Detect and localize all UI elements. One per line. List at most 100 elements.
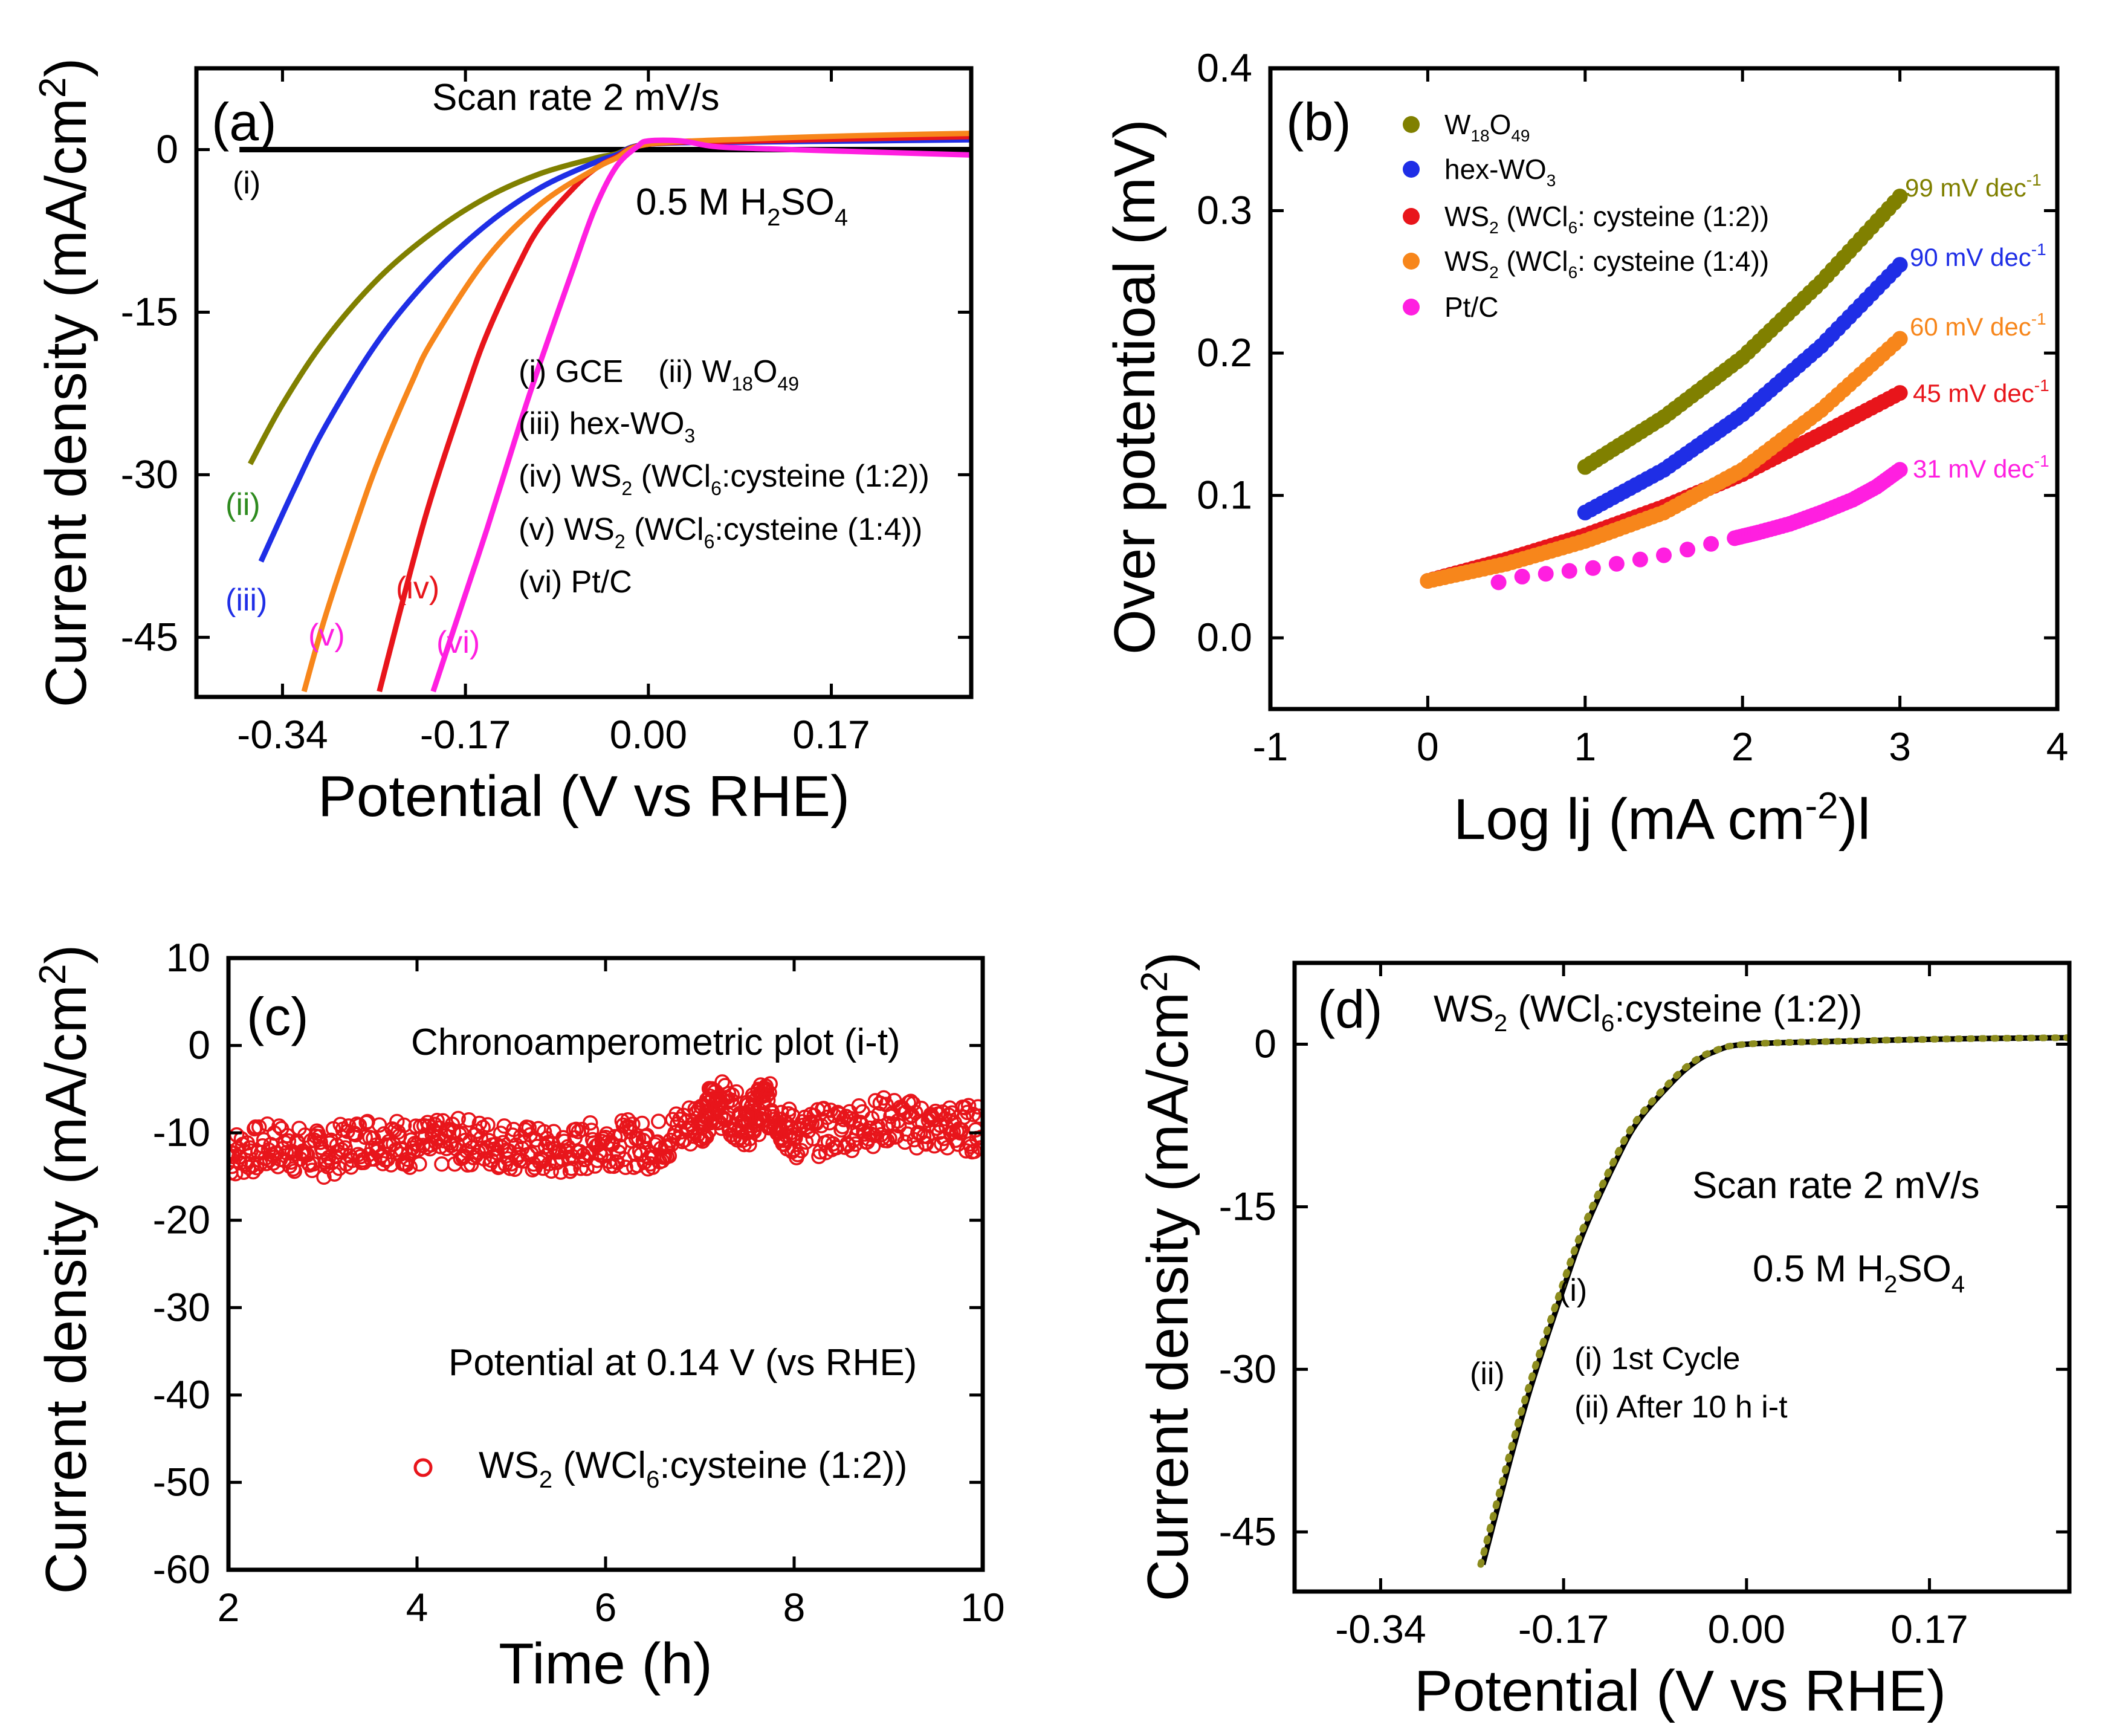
panel-b-ylabel: Over potentioal (mV) [1102, 119, 1167, 655]
series-b-5 [1490, 462, 1908, 591]
data-point [1585, 560, 1601, 576]
data-point [816, 1101, 832, 1116]
data-point [554, 1151, 570, 1167]
data-point [505, 1127, 520, 1143]
data-point [909, 1140, 925, 1156]
data-point [1514, 568, 1530, 585]
x-tick-label: 0.17 [1890, 1607, 1968, 1651]
panel-b-letter: (b) [1286, 92, 1351, 152]
panel-d-ylabel: Current density (mA/cm2) [1134, 952, 1200, 1602]
legend-c-label: WS2 (WCl6:cysteine (1:2)) [479, 1445, 907, 1493]
y-tick-label: -15 [121, 289, 178, 334]
legend-a-line-4: (v) WS2 (WCl6:cysteine (1:4)) [519, 512, 922, 552]
y-tick-label: 0.1 [1197, 473, 1252, 517]
legend-a-line-1: (i) GCE (ii) W18O49 [519, 354, 799, 395]
data-point [450, 1110, 466, 1127]
y-tick-label: -30 [153, 1284, 210, 1329]
data-point [283, 1154, 299, 1170]
data-point [461, 1112, 477, 1128]
panel-d-xlabel: Potential (V vs RHE) [1414, 1659, 1946, 1723]
panel-d-curve-label-i: (i) [1559, 1273, 1587, 1308]
data-point [625, 1116, 641, 1132]
data-point [918, 1136, 934, 1152]
x-tick-label: 0 [1417, 724, 1439, 769]
curve-label-v: (v) [308, 618, 345, 653]
data-point [876, 1090, 891, 1106]
data-point [463, 1156, 479, 1173]
y-tick-label: 0.4 [1197, 45, 1252, 90]
data-point [249, 1160, 265, 1176]
data-point [356, 1155, 372, 1170]
data-point [720, 1106, 736, 1122]
legend-b-label-1: W18O49 [1444, 109, 1530, 145]
data-point [541, 1156, 557, 1171]
data-point [1538, 566, 1554, 582]
slope-label-ptc: 31 mV dec-1 [1913, 452, 2049, 483]
x-tick-label: 6 [595, 1585, 617, 1630]
data-point [1608, 555, 1625, 572]
data-point [759, 1087, 775, 1103]
data-point [351, 1117, 367, 1133]
data-point [434, 1156, 450, 1172]
curve-label-iv: (iv) [396, 571, 439, 606]
data-point [783, 1125, 798, 1141]
panel-a-xlabel: Potential (V vs RHE) [318, 764, 850, 829]
y-tick-label: -20 [153, 1197, 210, 1242]
y-tick-label: -15 [1219, 1184, 1276, 1228]
curve-label-ii: (ii) [225, 487, 260, 522]
data-point [971, 1108, 983, 1124]
data-point [536, 1124, 552, 1140]
x-tick-label: 2 [1732, 724, 1754, 769]
y-tick-label: -30 [121, 452, 178, 496]
data-point [970, 1099, 983, 1115]
series-b-1 [1577, 189, 1908, 475]
data-point [412, 1156, 427, 1172]
data-point [402, 1159, 418, 1175]
panel-a: -0.34 -0.17 0.00 0.17 0 -15 -30 -45 (a) Scan ra… [32, 58, 974, 829]
data-point [563, 1161, 580, 1176]
data-point [1892, 257, 1908, 273]
panel-d-title: WS2 (WCl6:cysteine (1:2)) [1434, 988, 1862, 1037]
data-point [881, 1116, 896, 1132]
panel-a-letter: (a) [212, 92, 277, 152]
legend-b-label-3: WS2 (WCl6: cysteine (1:2)) [1444, 201, 1769, 237]
x-tick-label: 10 [960, 1585, 1004, 1630]
slope-label-w18o49: 99 mV dec-1 [1905, 170, 2042, 202]
x-tick-label: 0.17 [792, 712, 870, 757]
x-tick-label: 8 [783, 1585, 806, 1630]
data-point [579, 1161, 595, 1176]
data-point [793, 1142, 809, 1159]
panel-a-title: Scan rate 2 mV/s [432, 77, 720, 118]
curve-a-series-6 [430, 137, 971, 693]
panel-d-curve-label-ii: (ii) [1470, 1356, 1505, 1391]
data-point [1703, 536, 1719, 552]
y-tick-label: -10 [153, 1110, 210, 1155]
panel-a-frame [194, 66, 974, 699]
data-point [742, 1137, 757, 1153]
data-point [812, 1144, 828, 1160]
data-point [972, 1140, 983, 1156]
panel-d-letter: (d) [1318, 979, 1383, 1039]
panel-b-legend: W18O49 hex-WO3 WS2 (WCl6: cysteine (1:2)… [1403, 109, 1769, 323]
x-tick-label: -0.34 [237, 712, 328, 757]
data-point [357, 1129, 373, 1145]
panel-a-electrolyte: 0.5 M H2SO4 [636, 181, 848, 231]
data-point [507, 1161, 523, 1177]
legend-b-marker-3 [1403, 208, 1420, 225]
data-point [1656, 547, 1672, 563]
data-point [651, 1113, 667, 1129]
y-tick-label: 0.3 [1197, 188, 1252, 233]
panel-c-note: Potential at 0.14 V (vs RHE) [448, 1342, 917, 1384]
data-point [714, 1074, 730, 1090]
data-point [271, 1118, 287, 1134]
legend-b-label-4: WS2 (WCl6: cysteine (1:4)) [1444, 245, 1769, 282]
data-point [582, 1115, 598, 1131]
panel-d-electrolyte: 0.5 M H2SO4 [1753, 1248, 1965, 1298]
data-point [1892, 462, 1908, 478]
legend-a-line-5: (vi) Pt/C [519, 565, 632, 600]
y-tick-label: -60 [153, 1547, 210, 1592]
x-tick-label: -0.17 [420, 712, 511, 757]
legend-b-label-5: Pt/C [1444, 291, 1498, 323]
series-b-4 [1420, 331, 1908, 589]
